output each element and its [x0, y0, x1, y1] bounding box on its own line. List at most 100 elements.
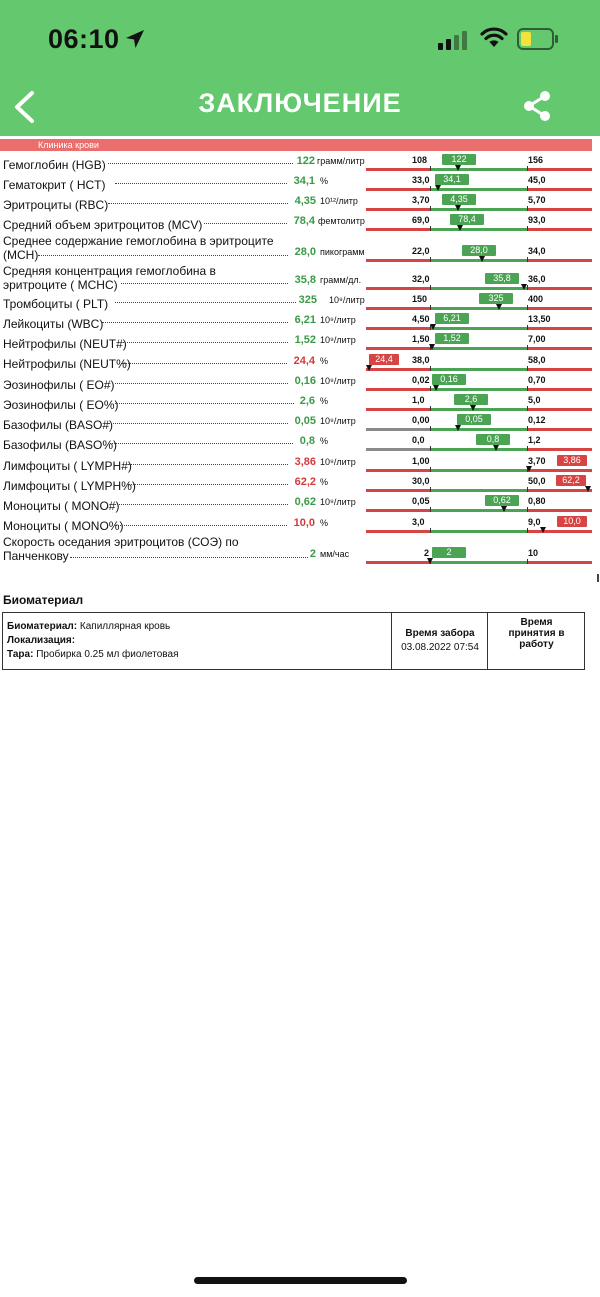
- tara-line: Тара: Пробирка 0.25 мл фиолетовая: [7, 649, 178, 660]
- range-tick: [430, 467, 431, 472]
- ref-low: 69,0: [412, 215, 430, 225]
- back-arrow-icon[interactable]: [12, 90, 36, 124]
- app-header: 06:10 ЗАКЛЮЧЕНИЕ: [0, 0, 600, 136]
- home-indicator[interactable]: [194, 1277, 407, 1284]
- tara-value: Пробирка 0.25 мл фиолетовая: [36, 649, 179, 660]
- dot-leader: [108, 163, 293, 164]
- range-tick: [430, 528, 431, 533]
- dot-leader: [128, 484, 288, 485]
- range-tick: [527, 507, 528, 512]
- ref-high: 13,50: [528, 314, 551, 324]
- value-badge: 4,35: [442, 194, 476, 205]
- result-name-line1: Скорость оседания эритроцитов (СОЭ) по: [3, 535, 239, 549]
- range-bar-segment: [527, 561, 592, 564]
- result-value: 34,1: [293, 175, 315, 187]
- accept-header-line1: Время: [520, 617, 553, 628]
- result-name: Средний объем эритроцитов (MCV): [3, 218, 202, 232]
- page-title: ЗАКЛЮЧЕНИЕ: [198, 88, 402, 118]
- range-bar-segment: [527, 408, 592, 411]
- result-unit: %: [320, 396, 329, 406]
- range-tick: [527, 528, 528, 533]
- value-badge: 122: [442, 154, 476, 165]
- dot-leader: [121, 363, 287, 364]
- wifi-icon: [480, 27, 508, 47]
- range-tick: [430, 426, 431, 431]
- dot-leader: [115, 183, 287, 184]
- range-bar-segment: [527, 448, 592, 451]
- range-bar-segment: [430, 489, 527, 492]
- ref-low: 1,0: [412, 395, 425, 405]
- range-bar-segment: [527, 259, 592, 262]
- section-title: Клиника крови: [38, 140, 99, 150]
- range-bar-segment: [527, 368, 592, 371]
- result-name-line1: Средний объем эритроцитов (MCV): [3, 218, 203, 232]
- range-tick: [430, 446, 431, 451]
- value-badge: 2: [432, 547, 466, 558]
- value-marker: [479, 256, 485, 262]
- result-name: Моноциты ( MONO#): [3, 499, 119, 513]
- range-bar-segment: [366, 259, 430, 262]
- result-value: 0,8: [299, 435, 315, 447]
- ref-low: 1,00: [412, 456, 430, 466]
- range-tick: [527, 226, 528, 231]
- result-unit: пикограмм: [320, 247, 365, 257]
- result-unit: %: [320, 436, 329, 446]
- range-bar-segment: [527, 307, 592, 310]
- range-tick: [430, 305, 431, 310]
- ref-low: 4,50: [412, 314, 430, 324]
- range-bar-segment: [527, 228, 592, 231]
- range-bar-segment: [527, 208, 592, 211]
- range-bar-segment: [430, 168, 527, 171]
- localization-label: Локализация:: [7, 635, 76, 646]
- ref-low: 0,00: [412, 415, 430, 425]
- result-name-line1: Нейтрофилы (NEUT#): [3, 337, 127, 351]
- range-tick: [527, 206, 528, 211]
- value-marker: [455, 205, 461, 211]
- range-bar-segment: [430, 347, 527, 350]
- value-badge: 2,6: [454, 394, 488, 405]
- status-time: 06:10: [48, 24, 120, 54]
- range-bar-segment: [430, 509, 527, 512]
- result-name: Тромбоциты ( PLT): [3, 297, 108, 311]
- result-unit: фемтолитр: [318, 216, 365, 226]
- result-name: Скорость оседания эритроцитов (СОЭ) по Па…: [3, 535, 239, 563]
- value-badge: 78,4: [450, 214, 484, 225]
- share-icon[interactable]: [522, 90, 552, 122]
- range-tick: [430, 386, 431, 391]
- result-value: 28,0: [294, 246, 316, 258]
- range-tick: [527, 426, 528, 431]
- ref-low: 32,0: [412, 274, 430, 284]
- ref-low: 0,0: [412, 435, 425, 445]
- value-marker: [433, 385, 439, 391]
- value-marker: [427, 558, 433, 564]
- result-value: 6,21: [294, 314, 316, 326]
- range-bar-segment: [430, 228, 527, 231]
- value-badge: 325: [479, 293, 513, 304]
- collect-time-cell: Время забора 03.08.2022 07:54: [391, 613, 488, 669]
- result-value: 10,0: [293, 517, 315, 529]
- result-unit: 10¹²/литр: [320, 196, 358, 206]
- result-name-line2: (MCH): [3, 248, 39, 262]
- range-bar-segment: [527, 347, 592, 350]
- result-unit: 10⁹/литр: [320, 497, 356, 507]
- range-bar-segment: [366, 408, 430, 411]
- cellular-signal-icon: [438, 31, 467, 50]
- localization-line: Локализация:: [7, 635, 75, 646]
- range-bar-segment: [430, 287, 527, 290]
- result-unit: %: [320, 356, 329, 366]
- value-marker: [521, 284, 527, 290]
- ref-low: 33,0: [412, 175, 430, 185]
- dot-leader: [115, 504, 288, 505]
- result-unit: 10⁹/литр: [320, 315, 356, 325]
- ref-low: 3,70: [412, 195, 430, 205]
- material-line: Биоматериал: Капиллярная кровь: [7, 621, 170, 632]
- result-value: 0,05: [294, 415, 316, 427]
- range-bar-segment: [527, 287, 592, 290]
- result-unit: 10⁹/литр: [320, 457, 356, 467]
- range-bar-segment: [366, 347, 430, 350]
- range-bar-segment: [366, 509, 430, 512]
- range-bar-segment: [430, 307, 527, 310]
- dot-leader: [115, 403, 294, 404]
- range-bar-segment: [366, 327, 430, 330]
- range-tick: [430, 166, 431, 171]
